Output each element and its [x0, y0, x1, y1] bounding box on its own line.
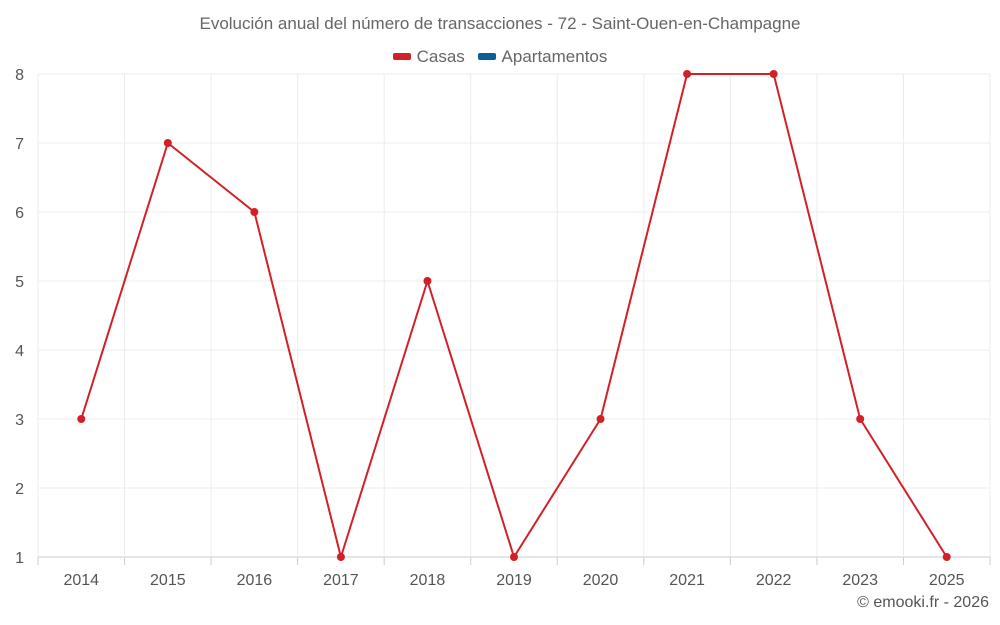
data-point — [77, 415, 86, 423]
chart-title: Evolución anual del número de transaccio… — [199, 14, 801, 33]
data-point — [769, 70, 778, 78]
y-tick-label: 7 — [15, 136, 24, 153]
legend-item-casas[interactable]: Casas — [392, 46, 465, 67]
x-tick-label: 2018 — [410, 572, 446, 589]
legend-swatch-casas — [392, 53, 411, 60]
legend-label-casas: Casas — [416, 46, 465, 66]
x-tick-label: 2021 — [669, 572, 705, 589]
y-tick-label: 1 — [15, 550, 24, 567]
data-point — [942, 553, 951, 561]
x-tick-label: 2020 — [583, 572, 619, 589]
legend-label-apartamentos: Apartamentos — [501, 46, 608, 66]
x-tick-label: 2016 — [237, 572, 273, 589]
data-point — [856, 415, 865, 423]
legend-swatch-apartamentos — [477, 53, 496, 60]
data-point — [510, 553, 518, 561]
x-tick-label: 2023 — [842, 572, 878, 589]
y-tick-label: 4 — [15, 343, 24, 360]
data-point — [423, 277, 432, 285]
y-tick-label: 2 — [15, 481, 24, 498]
data-point — [163, 139, 172, 147]
credit-text: © emooki.fr - 2026 — [857, 594, 989, 611]
y-tick-label: 8 — [15, 67, 24, 84]
data-point — [250, 208, 259, 216]
data-point — [336, 553, 345, 561]
data-point — [683, 70, 692, 78]
y-tick-label: 3 — [15, 412, 24, 429]
y-tick-label: 6 — [15, 205, 24, 222]
y-tick-label: 5 — [15, 274, 24, 291]
x-tick-label: 2025 — [929, 572, 965, 589]
x-tick-label: 2014 — [63, 572, 99, 589]
x-tick-label: 2022 — [756, 572, 792, 589]
x-tick-label: 2015 — [150, 572, 186, 589]
data-point — [596, 415, 605, 423]
legend: Casas Apartamentos — [0, 45, 1000, 67]
legend-item-apartamentos[interactable]: Apartamentos — [477, 46, 608, 67]
x-tick-label: 2019 — [496, 572, 532, 589]
x-tick-label: 2017 — [323, 572, 359, 589]
